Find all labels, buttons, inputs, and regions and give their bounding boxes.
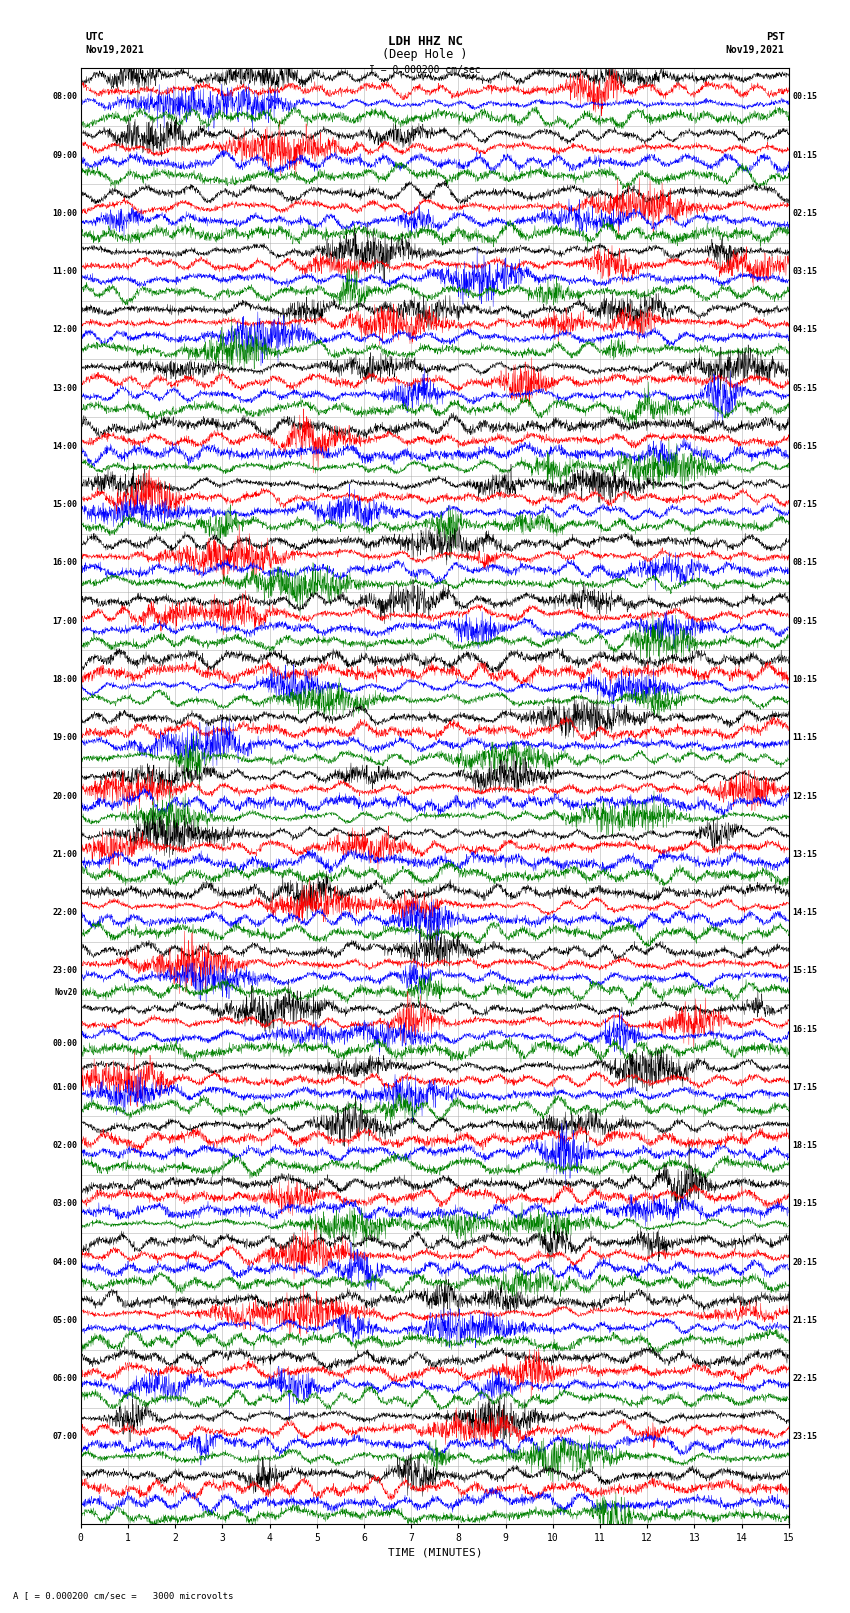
Text: 13:00: 13:00 [52, 384, 77, 392]
Text: 18:15: 18:15 [792, 1140, 818, 1150]
Text: 02:15: 02:15 [792, 210, 818, 218]
Text: 01:15: 01:15 [792, 150, 818, 160]
Text: 16:15: 16:15 [792, 1024, 818, 1034]
Text: 03:15: 03:15 [792, 268, 818, 276]
Text: 19:00: 19:00 [52, 734, 77, 742]
Text: 21:15: 21:15 [792, 1316, 818, 1324]
Text: 04:00: 04:00 [52, 1258, 77, 1266]
Text: 00:15: 00:15 [792, 92, 818, 102]
Text: 11:00: 11:00 [52, 268, 77, 276]
X-axis label: TIME (MINUTES): TIME (MINUTES) [388, 1547, 482, 1558]
Text: 20:00: 20:00 [52, 792, 77, 800]
Text: 09:00: 09:00 [52, 150, 77, 160]
Text: 04:15: 04:15 [792, 326, 818, 334]
Text: 14:15: 14:15 [792, 908, 818, 918]
Text: 23:15: 23:15 [792, 1432, 818, 1442]
Text: 05:00: 05:00 [52, 1316, 77, 1324]
Text: 22:15: 22:15 [792, 1374, 818, 1382]
Text: 05:15: 05:15 [792, 384, 818, 392]
Text: 07:15: 07:15 [792, 500, 818, 510]
Text: (Deep Hole ): (Deep Hole ) [382, 48, 468, 61]
Text: Nov19,2021: Nov19,2021 [726, 45, 785, 55]
Text: 13:15: 13:15 [792, 850, 818, 858]
Text: 17:00: 17:00 [52, 616, 77, 626]
Text: 02:00: 02:00 [52, 1140, 77, 1150]
Text: 18:00: 18:00 [52, 674, 77, 684]
Text: 19:15: 19:15 [792, 1200, 818, 1208]
Text: 08:15: 08:15 [792, 558, 818, 568]
Text: 20:15: 20:15 [792, 1258, 818, 1266]
Text: 10:00: 10:00 [52, 210, 77, 218]
Text: 15:00: 15:00 [52, 500, 77, 510]
Text: 14:00: 14:00 [52, 442, 77, 452]
Text: Nov20: Nov20 [54, 989, 77, 997]
Text: 06:00: 06:00 [52, 1374, 77, 1382]
Text: 12:15: 12:15 [792, 792, 818, 800]
Text: A [ = 0.000200 cm/sec =   3000 microvolts: A [ = 0.000200 cm/sec = 3000 microvolts [13, 1590, 233, 1600]
Text: 23:00: 23:00 [52, 966, 77, 976]
Text: 22:00: 22:00 [52, 908, 77, 918]
Text: 21:00: 21:00 [52, 850, 77, 858]
Text: 07:00: 07:00 [52, 1432, 77, 1442]
Text: PST: PST [766, 32, 785, 42]
Text: 03:00: 03:00 [52, 1200, 77, 1208]
Text: I = 0.000200 cm/sec: I = 0.000200 cm/sec [369, 65, 481, 74]
Text: 10:15: 10:15 [792, 674, 818, 684]
Text: 06:15: 06:15 [792, 442, 818, 452]
Text: 00:00: 00:00 [52, 1039, 77, 1048]
Text: UTC: UTC [85, 32, 104, 42]
Text: Nov19,2021: Nov19,2021 [85, 45, 144, 55]
Text: 11:15: 11:15 [792, 734, 818, 742]
Text: 09:15: 09:15 [792, 616, 818, 626]
Text: 16:00: 16:00 [52, 558, 77, 568]
Text: 17:15: 17:15 [792, 1082, 818, 1092]
Text: 08:00: 08:00 [52, 92, 77, 102]
Text: LDH HHZ NC: LDH HHZ NC [388, 35, 462, 48]
Text: 15:15: 15:15 [792, 966, 818, 976]
Text: 12:00: 12:00 [52, 326, 77, 334]
Text: 01:00: 01:00 [52, 1082, 77, 1092]
